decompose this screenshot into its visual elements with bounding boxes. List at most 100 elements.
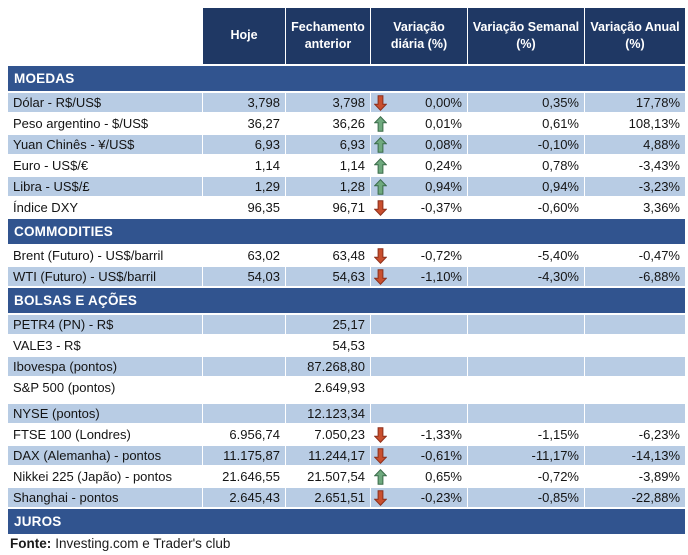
cell-hoje: 1,14	[203, 156, 285, 175]
cell-hoje: 1,29	[203, 177, 285, 196]
cell-variacao-semanal: 0,61%	[468, 114, 584, 133]
section-title: JUROS	[14, 514, 62, 529]
cell-variacao-semanal: -0,85%	[468, 488, 584, 507]
table-row: Ibovespa (pontos) 87.268,80	[8, 357, 685, 376]
trend-arrow-icon	[374, 489, 387, 506]
cell-fechamento: 11.244,17	[286, 446, 370, 465]
cell-fechamento: 21.507,54	[286, 467, 370, 486]
cell-variacao-semanal: 0,35%	[468, 93, 584, 112]
trend-arrow-icon	[374, 115, 387, 132]
arrow-up-icon	[374, 136, 387, 153]
section-title: BOLSAS E AÇÕES	[14, 293, 138, 308]
arrow-down-icon	[374, 247, 387, 264]
table-row: Shanghai - pontos 2.645,43 2.651,51 -0,2…	[8, 488, 685, 507]
cell-variacao-anual: -3,43%	[585, 156, 685, 175]
cell-variacao-semanal	[468, 404, 584, 423]
cell-fechamento: 54,63	[286, 267, 370, 286]
arrow-down-icon	[374, 489, 387, 506]
cell-variacao-anual: -3,89%	[585, 467, 685, 486]
arrow-up-icon	[374, 468, 387, 485]
trend-arrow-icon	[374, 199, 387, 216]
header-label-spacer	[8, 8, 202, 64]
trend-arrow-icon	[374, 468, 387, 485]
section-header: BOLSAS E AÇÕES	[8, 288, 685, 313]
row-label: Índice DXY	[8, 198, 202, 217]
cell-variacao-anual: 4,88%	[585, 135, 685, 154]
cell-hoje	[203, 404, 285, 423]
cell-hoje: 54,03	[203, 267, 285, 286]
cell-fechamento: 25,17	[286, 315, 370, 334]
cell-variacao-diaria: -1,33%	[420, 427, 462, 442]
table-row: Euro - US$/€ 1,14 1,14 0,24% 0,78% -3,43…	[8, 156, 685, 175]
cell-variacao-semanal: -5,40%	[468, 246, 584, 265]
table-row: Brent (Futuro) - US$/barril 63,02 63,48 …	[8, 246, 685, 265]
cell-hoje: 2.645,43	[203, 488, 285, 507]
cell-fechamento: 6,93	[286, 135, 370, 154]
cell-variacao-semanal: -0,60%	[468, 198, 584, 217]
source-label: Fonte:	[10, 536, 52, 551]
trend-arrow-icon	[374, 178, 387, 195]
trend-arrow-icon	[374, 426, 387, 443]
cell-variacao-anual: -6,88%	[585, 267, 685, 286]
cell-variacao-semanal: -1,15%	[468, 425, 584, 444]
row-label: Ibovespa (pontos)	[8, 357, 202, 376]
table-row: NYSE (pontos) 12.123,34	[8, 404, 685, 423]
cell-hoje: 3,798	[203, 93, 285, 112]
trend-arrow-icon	[374, 94, 387, 111]
cell-variacao-semanal: 0,94%	[468, 177, 584, 196]
cell-variacao-diaria: -0,37%	[420, 200, 462, 215]
cell-variacao-anual: 3,36%	[585, 198, 685, 217]
trend-arrow-icon	[374, 157, 387, 174]
table-row: S&P 500 (pontos) 2.649,93	[8, 378, 685, 397]
cell-hoje	[203, 336, 285, 355]
table-row: Libra - US$/£ 1,29 1,28 0,94% 0,94% -3,2…	[8, 177, 685, 196]
cell-fechamento: 63,48	[286, 246, 370, 265]
cell-variacao-semanal: -11,17%	[468, 446, 584, 465]
cell-fechamento: 87.268,80	[286, 357, 370, 376]
cell-variacao-diaria: 0,65%	[425, 469, 462, 484]
arrow-down-icon	[374, 426, 387, 443]
arrow-up-icon	[374, 115, 387, 132]
cell-variacao-diaria: 0,24%	[425, 158, 462, 173]
row-label: FTSE 100 (Londres)	[8, 425, 202, 444]
column-header-variacao-anual: Variação Anual (%)	[585, 8, 685, 64]
cell-fechamento: 1,28	[286, 177, 370, 196]
table-row: Dólar - R$/US$ 3,798 3,798 0,00% 0,35% 1…	[8, 93, 685, 112]
source-footer: Fonte: Investing.com e Trader's club	[10, 536, 230, 551]
row-label: VALE3 - R$	[8, 336, 202, 355]
row-label: Yuan Chinês - ¥/US$	[8, 135, 202, 154]
cell-hoje: 96,35	[203, 198, 285, 217]
cell-fechamento: 36,26	[286, 114, 370, 133]
cell-fechamento: 1,14	[286, 156, 370, 175]
table-body: MOEDAS Dólar - R$/US$ 3,798 3,798 0,00% …	[8, 66, 685, 534]
table-row: WTI (Futuro) - US$/barril 54,03 54,63 -1…	[8, 267, 685, 286]
cell-variacao-semanal: -4,30%	[468, 267, 584, 286]
cell-variacao-anual: -6,23%	[585, 425, 685, 444]
cell-variacao-diaria: 0,94%	[425, 179, 462, 194]
table-row: DAX (Alemanha) - pontos 11.175,87 11.244…	[8, 446, 685, 465]
section-title: COMMODITIES	[14, 224, 113, 239]
cell-variacao-semanal	[468, 315, 584, 334]
cell-fechamento: 96,71	[286, 198, 370, 217]
arrow-down-icon	[374, 94, 387, 111]
table-row: FTSE 100 (Londres) 6.956,74 7.050,23 -1,…	[8, 425, 685, 444]
trend-arrow-icon	[374, 268, 387, 285]
section-header: JUROS	[8, 509, 685, 534]
cell-variacao-anual	[585, 378, 685, 397]
cell-variacao-anual	[585, 357, 685, 376]
cell-variacao-semanal: 0,78%	[468, 156, 584, 175]
market-data-table: Hoje Fechamento anterior Variação diária…	[8, 8, 685, 534]
cell-variacao-diaria: -1,10%	[420, 269, 462, 284]
cell-variacao-diaria: -0,61%	[420, 448, 462, 463]
cell-variacao-anual: -0,47%	[585, 246, 685, 265]
cell-hoje: 6,93	[203, 135, 285, 154]
column-header-hoje: Hoje	[203, 8, 285, 64]
cell-variacao-anual: -22,88%	[585, 488, 685, 507]
row-label: DAX (Alemanha) - pontos	[8, 446, 202, 465]
column-header-fechamento: Fechamento anterior	[286, 8, 370, 64]
cell-variacao-anual: -3,23%	[585, 177, 685, 196]
cell-variacao-anual: 17,78%	[585, 93, 685, 112]
section-title: MOEDAS	[14, 71, 75, 86]
cell-variacao-anual	[585, 336, 685, 355]
